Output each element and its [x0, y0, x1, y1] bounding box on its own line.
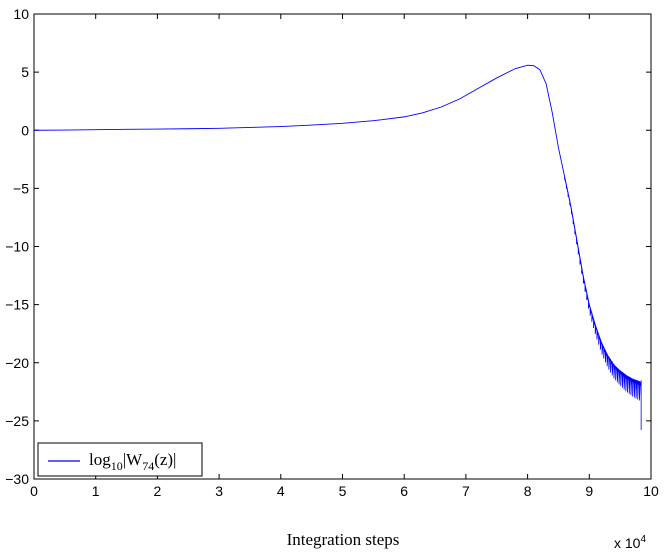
x-tick-labels: 0 1 2 3 4 5 6 7 8 9 10 [30, 483, 659, 499]
x-tick-label: 4 [277, 483, 285, 499]
y-tick-label: −25 [5, 413, 29, 429]
y-tick-label: −5 [13, 180, 29, 196]
legend-post: (z)| [154, 450, 176, 469]
x-tick-label: 0 [30, 483, 38, 499]
legend-sub1: 10 [111, 459, 123, 473]
x-exponent-power: 4 [640, 534, 646, 545]
y-tick-label: −15 [5, 297, 29, 313]
y-tick-label: −20 [5, 355, 29, 371]
x-tick-label: 3 [215, 483, 223, 499]
axis-ticks [33, 13, 652, 480]
x-tick-label: 10 [643, 483, 659, 499]
x-axis-exponent: x 104 [614, 534, 646, 551]
legend-pre: log [89, 450, 111, 469]
legend-label: log10|W74(z)| [89, 450, 176, 473]
x-tick-label: 7 [462, 483, 470, 499]
x-tick-label: 1 [92, 483, 100, 499]
y-tick-label: 0 [21, 122, 29, 138]
y-tick-labels: 10 5 0 −5 −10 −15 −20 −25 −30 [5, 6, 29, 487]
legend: log10|W74(z)| [37, 442, 203, 477]
x-exponent-base: x 10 [614, 535, 641, 551]
y-tick-label: 10 [13, 6, 29, 22]
y-tick-label: −10 [5, 239, 29, 255]
x-tick-label: 6 [400, 483, 408, 499]
plot-area [33, 13, 652, 480]
x-tick-label: 2 [154, 483, 162, 499]
legend-mid: |W [123, 450, 143, 469]
x-tick-label: 5 [339, 483, 347, 499]
series-oscillation [564, 176, 642, 431]
legend-box [37, 442, 203, 477]
x-tick-label: 8 [524, 483, 532, 499]
y-tick-label: −30 [5, 471, 29, 487]
legend-sub2: 74 [142, 459, 154, 473]
x-axis-title: Integration steps [287, 530, 400, 549]
y-tick-label: 5 [21, 64, 29, 80]
x-tick-label: 9 [585, 483, 593, 499]
